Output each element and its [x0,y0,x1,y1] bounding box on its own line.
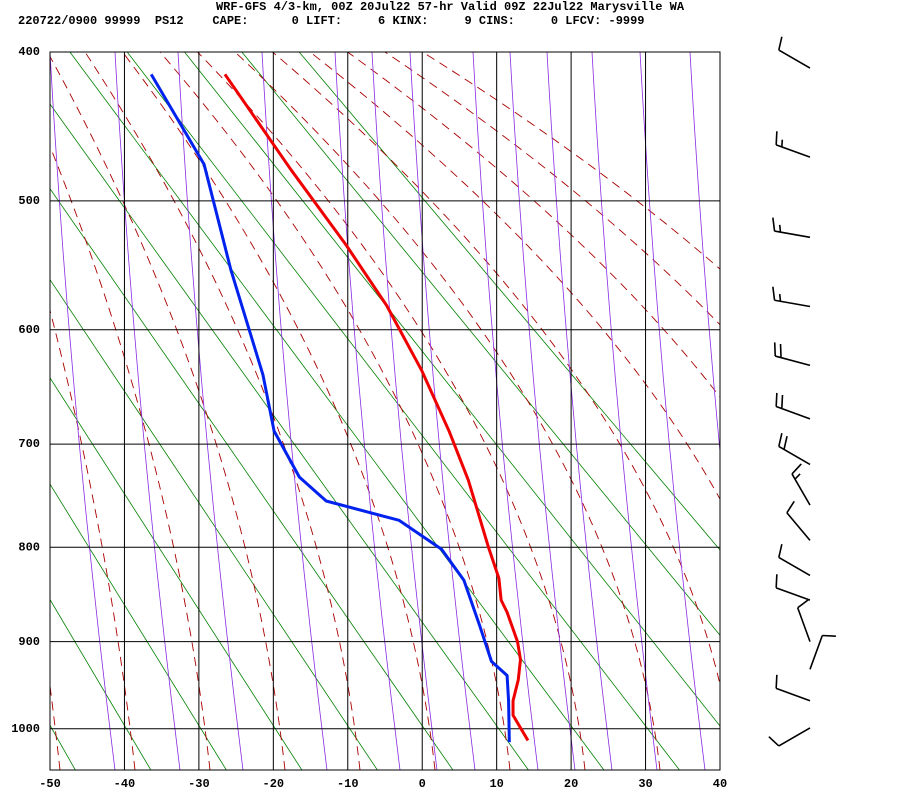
x-tick-label: 10 [489,777,503,791]
mixing-ratio-line [334,52,401,770]
mixing-ratio-line [371,52,438,770]
mixing-ratio-line [114,52,181,770]
x-tick-label: 30 [638,777,652,791]
dry-adiabat [50,377,303,770]
wind-barb [778,544,811,577]
chart-title: WRF-GFS 4/3-km, 00Z 20Jul22 57-hr Valid … [215,0,685,14]
wind-barb [778,36,811,69]
y-tick-label: 600 [18,323,40,337]
x-tick-label: -30 [188,777,210,791]
dry-adiabat [126,52,680,770]
thermo-lines [0,52,720,770]
dry-adiabat [50,187,454,770]
y-tick-label: 1000 [11,722,40,736]
x-tick-label: 20 [564,777,578,791]
mixing-ratio-line [591,52,658,770]
y-tick-label: 500 [18,194,40,208]
profile-line [149,73,511,743]
wind-barb [809,634,836,670]
y-tick-label: 800 [18,540,40,554]
x-tick-label: -40 [114,777,136,791]
x-tick-label: 0 [419,777,426,791]
profile-line [223,73,530,742]
moist-adiabat [50,55,286,770]
x-tick-label: -10 [337,777,359,791]
wind-barb [775,392,811,420]
mixing-ratio-line [177,52,244,770]
dry-adiabat [50,598,152,770]
moist-adiabat [50,682,61,770]
wind-barb [791,463,811,506]
moist-adiabat [84,52,361,770]
mixing-ratio-line [639,52,706,770]
moist-adiabat [384,52,720,326]
moist-adiabat [309,52,720,501]
dry-adiabat [50,278,378,770]
wind-barb [768,727,811,747]
y-tick-label: 900 [18,635,40,649]
moist-adiabat [422,52,720,270]
mixing-ratio-line [261,52,328,770]
dry-adiabat [50,483,227,770]
mixing-ratio-line [0,52,45,770]
chart-subtitle: 220722/0900 99999 PS12 CAPE: 0 LIFT: 6 K… [18,14,645,28]
grid: -50 -40 -30 -20 -10 0 10 20 30 40 400 500 600 700 800 9… [11,45,727,791]
x-tick-label: -50 [39,777,61,791]
moist-adiabat [347,52,720,398]
mixing-ratio-line [409,52,476,770]
profiles [149,36,836,747]
moist-adiabat [197,52,586,770]
moist-adiabat [272,52,720,687]
wind-barb [786,500,811,541]
moist-adiabat [234,52,661,770]
wind-barb [772,286,811,308]
moist-adiabat [50,308,136,770]
wind-barb [775,131,811,158]
wind-barb [775,574,811,601]
x-tick-label: 40 [713,777,727,791]
mixing-ratio-line [546,52,613,770]
plot-frame [49,51,721,771]
mixing-ratio-line [689,52,720,456]
wind-barb [778,433,811,466]
wind-barb [772,217,811,239]
dry-adiabat [50,724,76,770]
mixing-ratio-line [509,52,576,770]
dry-adiabat [298,52,720,551]
wind-barb [775,674,811,702]
mixing-ratio-line [50,52,116,770]
mixing-ratio-line [472,52,539,770]
dry-adiabat [184,52,720,727]
x-tick-label: -20 [263,777,285,791]
moist-adiabat [122,52,436,770]
moist-adiabat [50,145,211,770]
wind-barb [796,598,811,642]
y-tick-label: 400 [18,45,40,59]
wind-barb [773,342,811,367]
y-tick-label: 700 [18,437,40,451]
dry-adiabat [69,52,605,770]
moist-adiabat [159,52,511,770]
